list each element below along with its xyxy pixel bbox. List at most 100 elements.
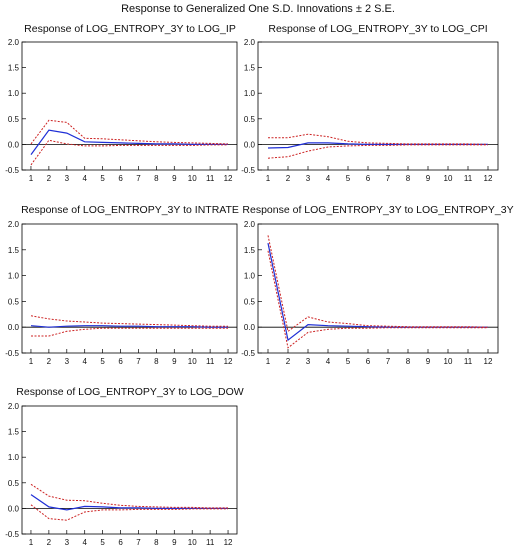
y-tick-label: -0.5 [5,166,19,175]
x-tick-label: 11 [206,174,215,183]
x-tick-label: 9 [426,174,431,183]
x-tick-label: 5 [346,357,351,366]
irf-panel: Response of LOG_ENTROPY_3Y to LOG_CPI -0.… [241,23,499,183]
lower-band-line [30,139,228,166]
panel-title: Response of LOG_ENTROPY_3Y to LOG_CPI [268,23,487,35]
x-tick-label: 12 [224,174,233,183]
x-tick-label: 12 [224,538,233,547]
x-tick-label: 8 [154,538,159,547]
y-tick-label: 2.0 [8,38,20,47]
x-tick-label: 8 [154,357,159,366]
upper-band-line [268,133,489,145]
y-tick-label: 2.0 [244,220,256,229]
panel-title: Response of LOG_ENTROPY_3Y to LOG_ENTROP… [242,204,513,216]
response-line [30,494,228,511]
x-tick-label: 9 [172,538,177,547]
upper-band-line [267,235,489,333]
x-tick-label: 2 [47,174,52,183]
y-tick-label: 0.0 [8,504,20,513]
upper-band-line [30,483,228,509]
y-tick-label: 1.5 [8,64,20,73]
x-tick-label: 7 [136,538,141,547]
x-tick-label: 4 [326,357,331,366]
irf-panel: Response of LOG_ENTROPY_3Y to LOG_DOW -0.… [5,386,244,547]
y-tick-label: 1.0 [8,89,20,98]
x-tick-label: 11 [206,538,215,547]
x-tick-label: 12 [224,357,233,366]
x-tick-label: 11 [206,357,215,366]
y-tick-label: -0.5 [5,349,19,358]
x-tick-label: 3 [306,357,311,366]
x-tick-label: 1 [29,174,34,183]
x-tick-label: 5 [100,538,105,547]
x-tick-label: 3 [306,174,311,183]
y-tick-label: 0.0 [8,140,20,149]
x-tick-label: 7 [136,174,141,183]
x-tick-label: 6 [366,357,371,366]
x-tick-label: 3 [65,174,70,183]
y-tick-label: 0.5 [244,297,256,306]
y-tick-label: 0.0 [244,323,256,332]
response-line [30,325,228,328]
x-tick-label: 8 [406,174,411,183]
x-tick-label: 5 [346,174,351,183]
y-tick-label: -0.5 [241,349,255,358]
y-tick-label: 2.0 [8,220,20,229]
irf-panel: Response of LOG_ENTROPY_3Y to INTRATE -0.… [5,204,239,366]
x-tick-label: 10 [188,357,197,366]
x-tick-label: 4 [326,174,331,183]
x-tick-label: 6 [118,357,123,366]
y-tick-label: -0.5 [5,530,19,539]
y-tick-label: 1.0 [8,272,20,281]
y-tick-label: 0.0 [8,323,20,332]
lower-band-line [31,327,228,337]
plot-frame [21,405,238,535]
x-tick-label: 2 [286,174,291,183]
x-tick-label: 3 [65,357,70,366]
lower-band-line [267,250,488,349]
plot-frame [257,223,499,354]
lower-band-line [30,504,228,521]
x-tick-label: 10 [188,174,197,183]
x-tick-label: 11 [464,357,473,366]
x-tick-label: 4 [82,357,87,366]
y-tick-label: 1.0 [244,89,256,98]
y-tick-label: 1.0 [244,272,256,281]
y-tick-label: 0.5 [244,115,256,124]
x-tick-label: 12 [484,357,493,366]
plot-frame [21,223,238,354]
plot-frame [257,41,499,171]
y-tick-label: 0.0 [244,140,256,149]
x-tick-label: 3 [65,538,70,547]
x-tick-label: 6 [118,174,123,183]
y-tick-label: 2.0 [8,402,20,411]
x-tick-label: 10 [188,538,197,547]
x-tick-label: 2 [47,357,52,366]
x-tick-label: 6 [118,538,123,547]
x-tick-label: 10 [444,357,453,366]
x-tick-label: 5 [100,174,105,183]
x-tick-label: 12 [484,174,493,183]
x-tick-label: 8 [406,357,411,366]
x-tick-label: 9 [172,357,177,366]
x-tick-label: 6 [366,174,371,183]
x-tick-label: 7 [386,357,391,366]
x-tick-label: 7 [136,357,141,366]
x-tick-label: 9 [172,174,177,183]
upper-band-line [30,119,229,145]
x-tick-label: 1 [266,357,271,366]
y-tick-label: 0.5 [8,479,20,488]
x-tick-label: 8 [154,174,159,183]
panel-title: Response of LOG_ENTROPY_3Y to INTRATE [21,204,239,216]
panel-title: Response of LOG_ENTROPY_3Y to LOG_DOW [16,386,243,398]
x-tick-label: 4 [82,174,87,183]
y-tick-label: -0.5 [241,166,255,175]
panel-title: Response of LOG_ENTROPY_3Y to LOG_IP [24,23,236,35]
y-tick-label: 1.0 [8,453,20,462]
response-line [267,142,488,149]
irf-panel: Response of LOG_ENTROPY_3Y to LOG_IP -0.5… [5,23,238,183]
x-tick-label: 9 [426,357,431,366]
x-tick-label: 1 [29,357,34,366]
irf-panel: Response of LOG_ENTROPY_3Y to LOG_ENTROP… [241,204,513,366]
